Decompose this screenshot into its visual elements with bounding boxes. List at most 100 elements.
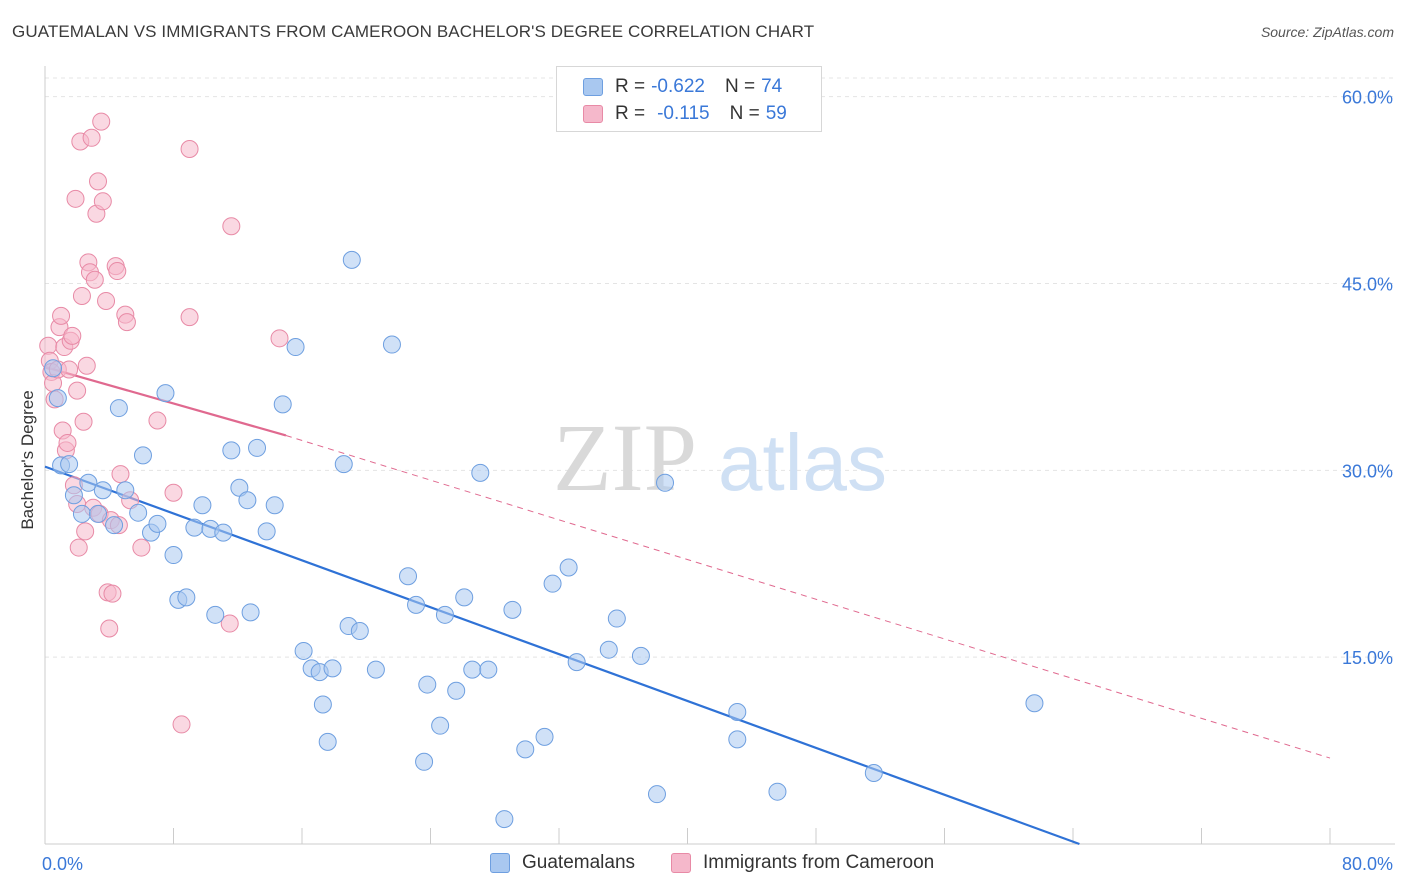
x-tick-label: 0.0% <box>42 854 83 874</box>
x-tick-label: 80.0% <box>1342 854 1393 874</box>
guatemalan-point <box>1025 694 1044 713</box>
guatemalan-point <box>768 782 787 801</box>
cameroon-swatch <box>583 105 603 123</box>
x-tick-labels: 0.0% 80.0% <box>42 854 1393 874</box>
cameroon-point <box>117 313 136 332</box>
legend-r-value: -0.115 <box>657 103 710 124</box>
guatemalan-point <box>164 546 183 565</box>
cameroon-point <box>111 465 130 484</box>
guatemalan-point <box>495 810 514 829</box>
stats-legend: R = -0.622 N = 74 R = -0.115 N = 59 <box>556 66 822 132</box>
cameroon-point <box>132 538 151 557</box>
legend-n-value: 59 <box>765 103 787 124</box>
guatemalan-point <box>607 609 626 628</box>
guatemalan-point <box>206 605 225 624</box>
guatemalan-point <box>238 491 257 510</box>
cameroon-point <box>164 483 183 502</box>
cameroon-point <box>180 139 199 158</box>
guatemalan-point <box>516 740 535 759</box>
guatemalan-point <box>44 359 63 378</box>
guatemalan-point <box>463 660 482 679</box>
y-tick-labels: 15.0% 30.0% 45.0% 60.0% <box>1342 88 1393 668</box>
cameroon-point <box>103 584 122 603</box>
guatemalan-point <box>177 588 196 607</box>
y-tick-label: 60.0% <box>1342 88 1393 108</box>
guatemalan-point <box>109 399 128 418</box>
cameroon-point <box>172 715 191 734</box>
guatemalan-point <box>89 504 108 523</box>
legend-n-label: N = <box>724 76 756 97</box>
chart-title: GUATEMALAN VS IMMIGRANTS FROM CAMEROON B… <box>12 22 815 41</box>
axes <box>44 66 1395 845</box>
legend-n-label: N = <box>729 103 760 124</box>
guatemalan-point <box>415 752 434 771</box>
cameroon-point <box>270 329 289 348</box>
guatemalan-point <box>407 595 426 614</box>
cameroon-point <box>58 433 77 452</box>
guatemalan-point <box>116 481 135 500</box>
data-points <box>39 112 1044 829</box>
guatemalan-point <box>864 764 883 783</box>
guatemalan-point <box>543 574 562 593</box>
guatemalan-point <box>313 695 332 714</box>
guatemalan-point <box>60 455 79 474</box>
guatemalan-point <box>185 518 204 537</box>
watermark: ZIP atlas <box>553 404 887 511</box>
watermark-zip: ZIP <box>553 404 697 511</box>
cameroon-point <box>180 308 199 327</box>
legend-row-guatemalans: R = -0.622 N = 74 <box>583 74 782 100</box>
cameroon-point <box>92 112 111 131</box>
legend-label-guatemalans: Guatemalans <box>522 852 636 873</box>
cameroon-point <box>66 189 85 208</box>
y-tick-label: 15.0% <box>1342 648 1393 668</box>
guatemalans-swatch <box>490 853 510 873</box>
guatemalan-point <box>156 384 175 403</box>
cameroon-point <box>89 172 108 191</box>
guatemalan-point <box>129 503 148 522</box>
cameroon-point <box>39 336 58 355</box>
legend-r-label: R = <box>615 103 646 124</box>
guatemalan-point <box>382 335 401 354</box>
cameroon-point <box>220 614 239 633</box>
cameroon-swatch <box>671 853 691 873</box>
guatemalan-point <box>214 523 233 542</box>
guatemalans-swatch <box>583 78 603 96</box>
cameroon-point <box>82 128 101 147</box>
legend-label-cameroon: Immigrants from Cameroon <box>703 852 935 873</box>
guatemalan-point <box>257 522 276 541</box>
legend-n-value: 74 <box>761 76 783 97</box>
guatemalan-point <box>248 438 267 457</box>
guatemalan-point <box>133 446 152 465</box>
guatemalan-point <box>148 514 167 533</box>
guatemalan-point <box>294 641 313 660</box>
guatemalan-point <box>93 481 112 500</box>
guatemalan-point <box>503 600 522 619</box>
guatemalan-point <box>479 660 498 679</box>
legend-item-cameroon[interactable]: Immigrants from Cameroon <box>671 852 934 874</box>
guatemalan-point <box>323 659 342 678</box>
guatemalan-point <box>656 473 675 492</box>
legend-item-guatemalans[interactable]: Guatemalans <box>490 852 635 874</box>
cameroon-point <box>108 262 127 281</box>
watermark-atlas: atlas <box>718 418 887 507</box>
guatemalan-point <box>318 732 337 751</box>
guatemalan-point <box>728 702 747 721</box>
guatemalan-point <box>435 605 454 624</box>
guatemalan-point <box>342 250 361 269</box>
guatemalan-point <box>471 463 490 482</box>
guatemalan-point <box>286 338 305 357</box>
guatemalan-point <box>455 588 474 607</box>
y-tick-label: 45.0% <box>1342 275 1393 295</box>
cameroon-point <box>69 538 88 557</box>
guatemalan-point <box>559 558 578 577</box>
cameroon-point <box>148 411 167 430</box>
cameroon-point <box>77 356 96 375</box>
guatemalan-point <box>64 486 83 505</box>
guatemalan-point <box>431 716 450 735</box>
guatemalan-point <box>535 727 554 746</box>
guatemalan-point <box>366 660 385 679</box>
guatemalan-point <box>631 646 650 665</box>
guatemalan-point <box>599 640 618 659</box>
cameroon-point <box>60 360 79 379</box>
cameroon-point <box>52 306 71 325</box>
